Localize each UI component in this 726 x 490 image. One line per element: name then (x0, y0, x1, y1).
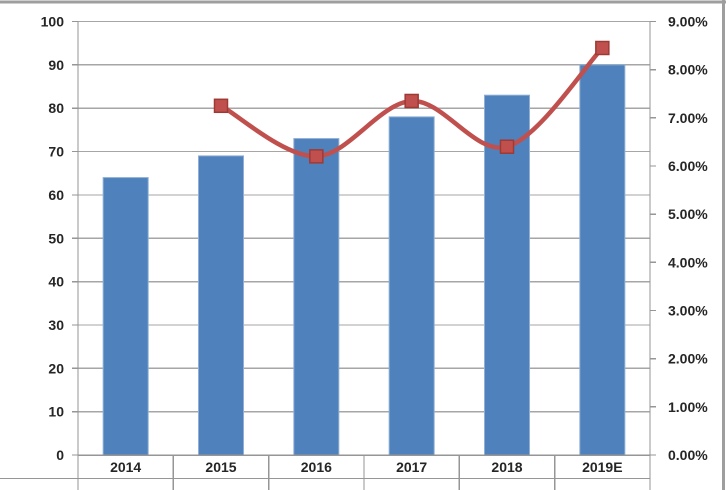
bar-2016 (293, 138, 340, 456)
marker-2016 (309, 149, 324, 164)
right-axis-label: 6.00% (668, 158, 708, 174)
marker-2019E (595, 40, 610, 56)
category-label-2019E: 2019E (582, 459, 622, 475)
right-axis-label: 3.00% (668, 303, 708, 319)
left-axis-label: 100 (41, 14, 65, 30)
bar-2019E (579, 64, 626, 456)
right-axis-label: 9.00% (668, 14, 708, 30)
right-axis-label: 8.00% (668, 62, 708, 78)
right-axis-label: 2.00% (668, 351, 708, 367)
left-axis-label: 0 (56, 447, 64, 463)
category-label-2017: 2017 (396, 459, 427, 475)
right-axis-label: 5.00% (668, 206, 708, 222)
bar-2018 (484, 94, 530, 456)
left-axis-label: 50 (48, 230, 64, 246)
category-label-2016: 2016 (301, 459, 332, 475)
left-axis-label: 10 (48, 404, 64, 420)
bar-2017 (388, 116, 435, 456)
bar-2014 (102, 177, 149, 456)
category-label-2015: 2015 (205, 459, 236, 475)
right-axis-label: 1.00% (668, 399, 708, 415)
right-axis-label: 4.00% (668, 254, 708, 270)
right-axis-label: 7.00% (668, 110, 708, 126)
left-axis-label: 40 (48, 274, 64, 290)
marker-2015 (213, 98, 229, 114)
left-axis-label: 30 (48, 317, 64, 333)
left-axis-label: 60 (48, 187, 64, 203)
category-label-2018: 2018 (491, 459, 522, 475)
left-axis-label: 80 (48, 100, 64, 116)
left-axis-label: 90 (48, 57, 64, 73)
left-axis-label: 20 (48, 360, 64, 376)
bar-2015 (198, 155, 244, 456)
right-axis-label: 0.00% (668, 447, 708, 463)
left-axis-label: 70 (48, 144, 64, 160)
marker-2017 (404, 93, 419, 109)
marker-2018 (499, 139, 515, 154)
category-label-2014: 2014 (110, 459, 141, 475)
